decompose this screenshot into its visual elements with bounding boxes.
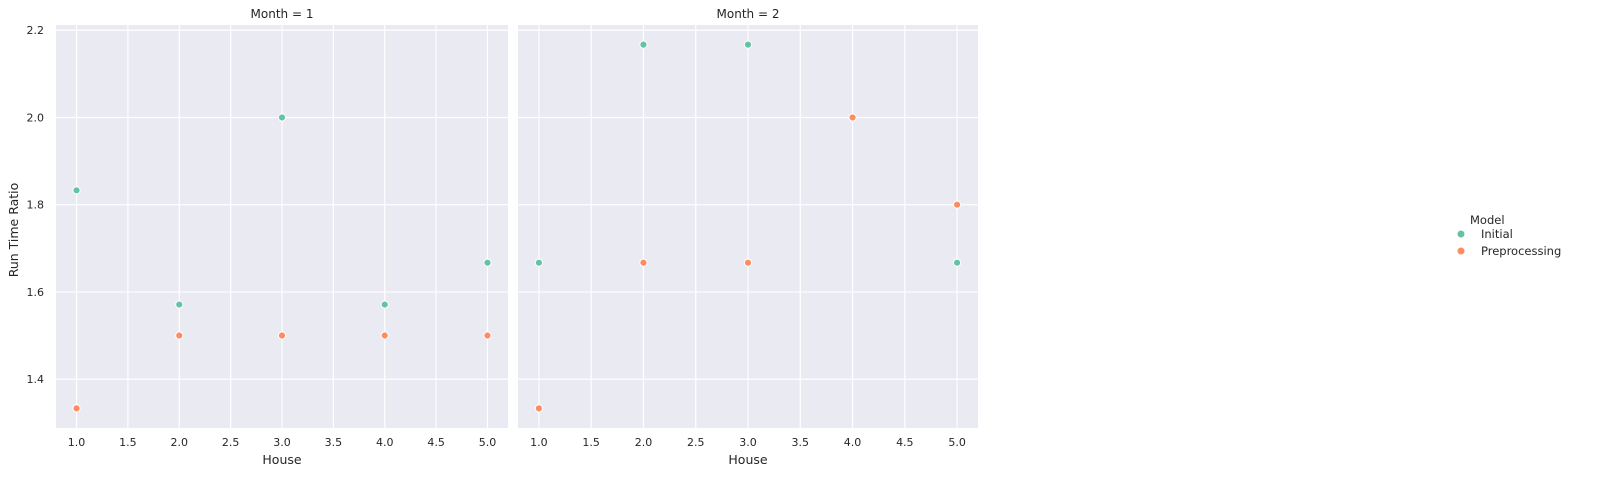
- data-point-initial: [639, 40, 648, 49]
- data-point-initial: [534, 258, 544, 267]
- x-tick-label: 4.0: [376, 436, 394, 449]
- x-tick-label: 5.0: [948, 436, 966, 449]
- legend-label: Preprocessing: [1481, 244, 1561, 258]
- data-point-preprocessing: [952, 200, 962, 209]
- data-point-initial: [175, 300, 184, 309]
- data-point-initial: [952, 258, 962, 267]
- data-point-preprocessing: [483, 331, 492, 340]
- x-tick-label: 1.5: [119, 436, 137, 449]
- x-axis-label: House: [262, 452, 301, 467]
- y-tick-label: 1.8: [27, 199, 45, 212]
- panel-title: Month = 2: [717, 7, 780, 21]
- data-point-initial: [743, 40, 753, 49]
- x-tick-label: 4.5: [896, 436, 914, 449]
- data-point-preprocessing: [534, 404, 544, 413]
- legend-entry: Initial: [1456, 227, 1513, 241]
- x-tick-label: 3.5: [325, 436, 343, 449]
- data-point-preprocessing: [175, 331, 184, 340]
- legend: Model Initial Preprocessing: [1456, 213, 1561, 258]
- data-point-initial: [380, 300, 389, 309]
- data-point-preprocessing: [380, 331, 389, 340]
- y-tick-label: 2.2: [27, 24, 45, 37]
- facet-panel-2: 1.0 1.5 2.0 2.5 3.0 3.5 4.0 4.5 5.0 House Month = …: [518, 7, 978, 467]
- legend-label: Initial: [1481, 227, 1513, 241]
- x-tick-label: 3.0: [273, 436, 291, 449]
- legend-title: Model: [1470, 213, 1505, 227]
- data-point-preprocessing: [639, 258, 648, 267]
- x-tick-label: 3.0: [739, 436, 757, 449]
- data-point-preprocessing: [277, 331, 287, 340]
- x-tick-label: 5.0: [479, 436, 497, 449]
- legend-entries: Initial Preprocessing: [1456, 227, 1561, 258]
- data-point-preprocessing: [72, 404, 81, 413]
- data-point-initial: [483, 258, 492, 267]
- facet-panel-1: 1.0 1.5 2.0 2.5 3.0 3.5 4.0 4.5 5.0 1.4 1.6 1.8 2.0 2…: [27, 7, 508, 467]
- data-point-initial: [277, 113, 287, 122]
- x-axis-label: House: [728, 452, 767, 467]
- x-tick-label: 2.0: [171, 436, 189, 449]
- x-tick-label: 1.5: [582, 436, 600, 449]
- data-point-preprocessing: [848, 113, 857, 122]
- x-tick-label: 2.5: [687, 436, 705, 449]
- x-tick-label: 4.5: [427, 436, 445, 449]
- x-tick-label: 4.0: [844, 436, 862, 449]
- x-tick-label: 3.5: [792, 436, 810, 449]
- panels: 1.0 1.5 2.0 2.5 3.0 3.5 4.0 4.5 5.0 1.4 1.6 1.8 2.0 2…: [27, 7, 978, 467]
- panel-title: Month = 1: [251, 7, 314, 21]
- y-axis-label: Run Time Ratio: [6, 183, 21, 278]
- x-tick-label: 1.0: [68, 436, 86, 449]
- legend-entry: Preprocessing: [1456, 244, 1561, 258]
- y-tick-label: 2.0: [27, 111, 45, 124]
- legend-marker: [1456, 229, 1466, 239]
- y-tick-label: 1.6: [27, 286, 45, 299]
- x-tick-label: 2.0: [635, 436, 653, 449]
- y-tick-label: 1.4: [27, 373, 45, 386]
- data-point-preprocessing: [743, 258, 753, 267]
- x-tick-label: 1.0: [530, 436, 548, 449]
- x-tick-label: 2.5: [222, 436, 240, 449]
- legend-marker: [1456, 246, 1466, 256]
- data-point-initial: [72, 186, 81, 195]
